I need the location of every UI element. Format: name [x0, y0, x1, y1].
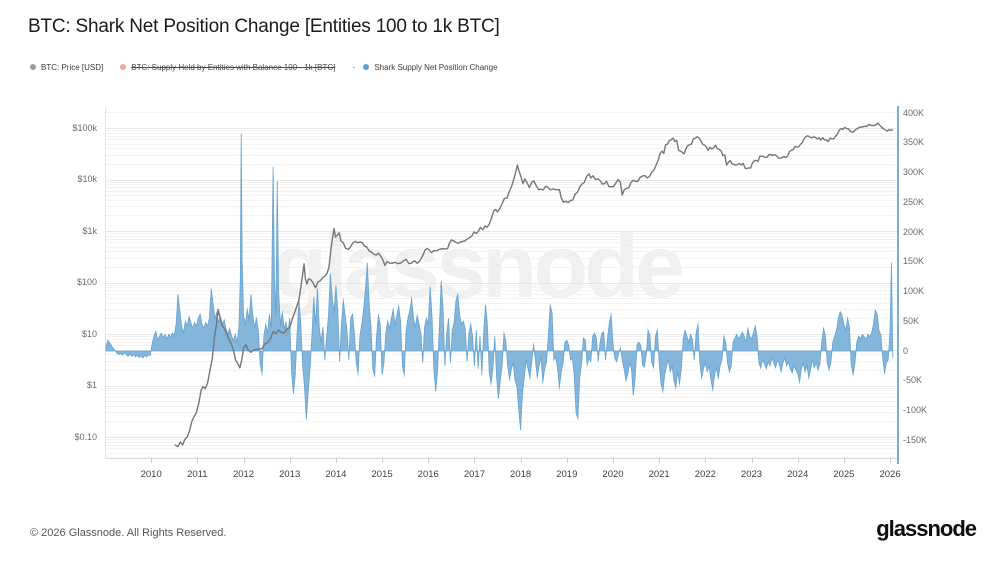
glassnode-chart-page: glassnode BTC: Shark Net Position Change…: [0, 0, 1000, 562]
chart-plot-area[interactable]: [0, 0, 1000, 562]
